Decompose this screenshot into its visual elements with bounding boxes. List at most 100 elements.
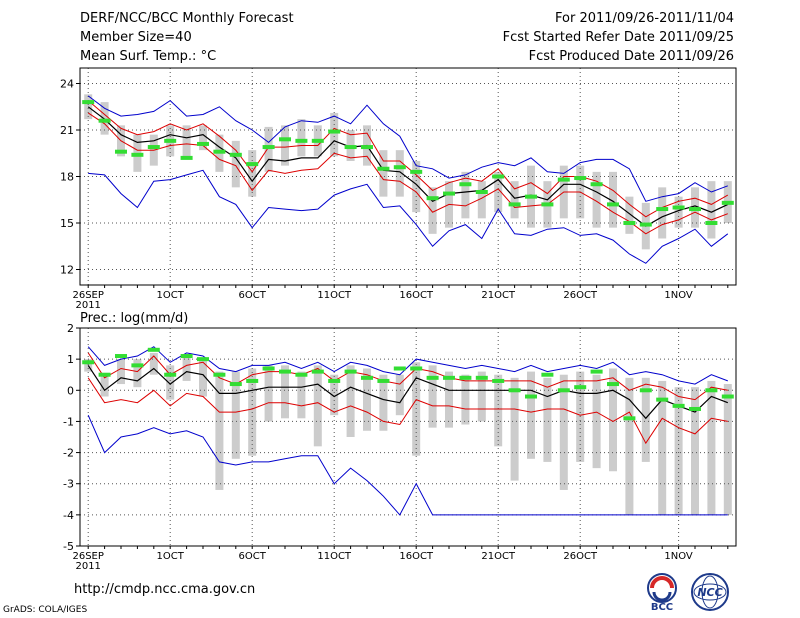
grads-credit: GrADS: COLA/IGES [3, 605, 88, 615]
spread-box [412, 161, 421, 213]
y-tick-label: -4 [63, 509, 74, 522]
spread-box [313, 365, 322, 447]
ncc-logo: NCC [691, 573, 729, 611]
source-url[interactable]: http://cmdp.ncc.cma.gov.cn [74, 582, 256, 597]
median-marker [492, 378, 505, 383]
median-marker [607, 382, 619, 387]
spread-box [379, 374, 388, 431]
median-marker [656, 207, 669, 212]
min-line [88, 169, 729, 264]
spread-box [428, 187, 437, 234]
spread-box [199, 125, 207, 151]
x-tick-label: 26OCT [563, 551, 598, 562]
y-tick-label: 24 [60, 78, 74, 91]
median-marker [525, 394, 537, 399]
median-marker [164, 138, 177, 143]
median-marker [295, 372, 308, 377]
median-marker [656, 397, 669, 402]
median-marker [229, 382, 242, 387]
median-marker [557, 177, 570, 182]
median-marker [672, 403, 685, 408]
median-marker [82, 360, 95, 365]
spread-box [641, 377, 650, 462]
median-marker [541, 202, 554, 207]
median-marker [475, 375, 488, 380]
median-marker [639, 222, 652, 227]
median-marker [721, 200, 734, 205]
spread-box [231, 140, 240, 188]
median-marker [197, 357, 209, 362]
median-marker [705, 388, 718, 393]
chart-panel-2: Prec.: log(mm/d) -5 -4 -3 -2 -1 0 1 2 26SEP 1OCT 6O… [63, 311, 737, 572]
spread-box [723, 384, 732, 515]
median-marker [180, 354, 193, 359]
median-marker [377, 378, 390, 383]
median-marker [262, 366, 275, 371]
upper-line [87, 100, 729, 218]
x-tick-label: 26OCT [563, 290, 598, 301]
y-tick-label: 18 [60, 171, 74, 184]
spread-box [166, 365, 175, 400]
median-marker [131, 152, 144, 157]
median-marker [98, 118, 111, 123]
spread-box [133, 359, 142, 388]
median-marker [459, 375, 472, 380]
spread-box [149, 352, 158, 375]
median-marker [426, 196, 439, 201]
spread-box [445, 371, 453, 428]
spread-box [559, 374, 568, 490]
x-tick-label: 11OCT [317, 290, 352, 301]
min-line [87, 414, 728, 516]
y-tick-label: 2 [67, 322, 74, 335]
median-marker [443, 191, 455, 196]
mean-line [87, 365, 729, 420]
median-marker [689, 406, 701, 411]
median-marker [393, 165, 406, 170]
median-marker [279, 137, 291, 142]
median-marker [197, 141, 209, 146]
spread-box [674, 387, 683, 515]
median-marker [82, 100, 95, 105]
member-size-label: Member Size=40 [80, 30, 192, 45]
panel-title: Prec.: log(mm/d) [80, 311, 188, 326]
x-tick-label: 21OCT [481, 551, 516, 562]
spread-box [346, 365, 355, 437]
spread-box [625, 196, 634, 234]
y-tick-label: 21 [60, 124, 74, 137]
spread-box [231, 371, 240, 459]
median-marker [246, 378, 259, 383]
median-marker [164, 372, 177, 377]
spread-box [494, 374, 503, 447]
median-marker [443, 375, 455, 380]
spread-box [477, 181, 486, 219]
bcc-logo: BCC [647, 573, 677, 612]
forecast-produced-date: Fcst Produced Date 2011/09/26 [528, 49, 734, 64]
median-marker [492, 174, 505, 179]
spread-box [461, 171, 470, 219]
median-marker [525, 194, 537, 199]
mean-line [87, 106, 729, 227]
chart-title: DERF/NCC/BCC Monthly Forecast [80, 11, 294, 26]
forecast-period: For 2011/09/26-2011/11/04 [555, 11, 734, 26]
median-marker [295, 138, 308, 143]
spread-box [691, 387, 699, 515]
spread-box [117, 359, 125, 385]
spread-box [707, 181, 716, 239]
x-tick-label: 26SEP [72, 551, 103, 562]
spread-box [182, 356, 191, 381]
x-tick-label: 26SEP [72, 290, 103, 301]
spread-box [592, 171, 601, 228]
median-marker [426, 375, 439, 380]
y-tick-label: -2 [63, 447, 74, 460]
spread-box [281, 365, 289, 419]
spread-box [248, 150, 257, 197]
spread-box [264, 365, 273, 422]
x-year-label: 2011 [75, 300, 100, 311]
spread-box [527, 371, 535, 459]
median-marker [557, 388, 570, 393]
x-tick-label: 6OCT [239, 551, 267, 562]
spread-box [182, 125, 191, 157]
spread-box [84, 94, 93, 120]
y-tick-label: 0 [67, 384, 74, 397]
